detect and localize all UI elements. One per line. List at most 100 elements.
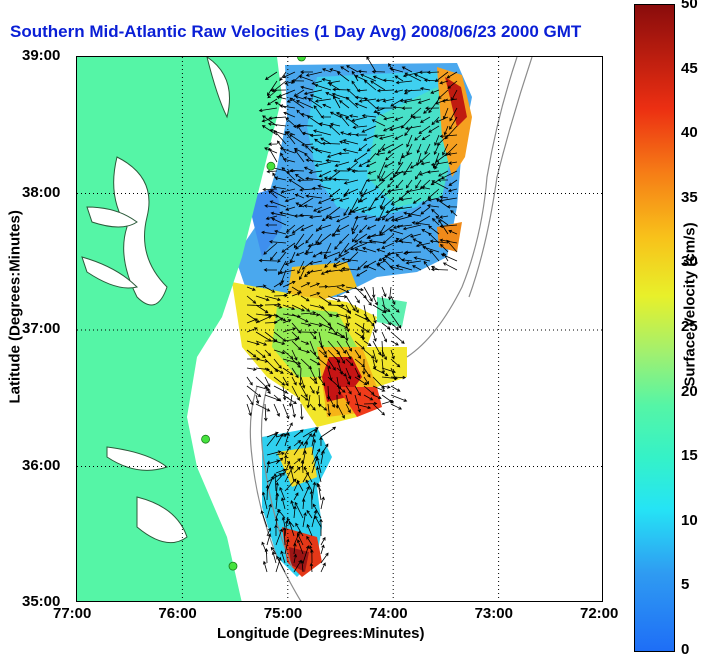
velocity-arrow [300, 330, 318, 335]
velocity-arrow [332, 87, 350, 92]
velocity-arrow [324, 260, 332, 268]
velocity-arrow [387, 179, 395, 188]
velocity-arrow [343, 206, 350, 217]
velocity-arrow [311, 509, 318, 528]
velocity-arrow [325, 92, 341, 100]
map-plot-area [76, 56, 603, 602]
velocity-arrow [428, 225, 440, 235]
velocity-arrow [300, 394, 309, 401]
velocity-arrow [322, 103, 332, 109]
velocity-arrow [375, 152, 386, 156]
colorbar-tick-label: 30 [681, 253, 698, 271]
velocity-arrow [394, 116, 404, 121]
velocity-arrow [282, 327, 297, 333]
velocity-arrow [431, 217, 440, 226]
y-tick-label: 39:00 [22, 47, 61, 64]
x-tick-label: 77:00 [53, 605, 92, 622]
velocity-arrow [361, 125, 377, 133]
velocity-arrow [299, 213, 314, 218]
radar-station-marker [297, 57, 306, 62]
velocity-arrow [368, 197, 377, 212]
velocity-arrow [329, 122, 341, 127]
velocity-arrow [376, 263, 386, 271]
velocity-arrow [293, 553, 298, 564]
velocity-arrow [269, 189, 287, 199]
velocity-arrow [311, 448, 321, 465]
velocity-arrow [332, 177, 350, 182]
velocity-arrow [389, 67, 404, 73]
velocity-arrow [345, 394, 350, 406]
velocity-arrow [446, 239, 458, 253]
velocity-arrow [329, 124, 341, 136]
velocity-arrow [410, 107, 422, 118]
velocity-arrow [266, 450, 282, 456]
velocity-arrow [306, 394, 311, 409]
velocity-arrow [382, 78, 395, 83]
velocity-arrow [268, 190, 278, 199]
colorbar-tick-label: 35 [681, 188, 698, 206]
velocity-arrow [282, 349, 294, 360]
velocity-arrow [311, 186, 323, 191]
velocity-arrow [381, 313, 392, 326]
velocity-arrow [269, 88, 287, 92]
velocity-arrow [309, 292, 321, 297]
velocity-arrow [417, 98, 431, 104]
velocity-arrow [296, 532, 304, 546]
velocity-arrow [309, 94, 323, 100]
velocity-arrow [246, 286, 256, 291]
velocity-arrow [246, 295, 257, 304]
velocity-arrow [436, 134, 449, 146]
velocity-arrow [360, 188, 377, 197]
velocity-arrow [381, 286, 387, 298]
velocity-arrow [375, 106, 395, 110]
velocity-arrow [326, 152, 341, 158]
velocity-arrow [306, 535, 313, 546]
velocity-arrow [363, 215, 377, 221]
velocity-arrow [275, 451, 285, 456]
velocity-arrow [316, 483, 322, 501]
velocity-arrow [301, 498, 306, 510]
y-tick-label: 38:00 [22, 183, 61, 201]
velocity-arrow [446, 71, 458, 79]
velocity-arrow [439, 243, 449, 253]
velocity-arrow [398, 152, 404, 166]
velocity-arrow [446, 205, 458, 209]
velocity-arrow [381, 399, 394, 405]
velocity-arrow [430, 89, 440, 94]
velocity-arrow [419, 116, 431, 123]
velocity-arrow [356, 88, 368, 93]
velocity-arrow [281, 167, 296, 181]
velocity-arrow [320, 426, 337, 438]
velocity-arrow [325, 158, 341, 163]
velocity-arrow [346, 65, 359, 73]
velocity-arrow [309, 331, 317, 340]
velocity-arrow [406, 143, 413, 156]
velocity-arrow [284, 131, 296, 145]
velocity-arrow [291, 367, 299, 379]
velocity-arrow [300, 385, 308, 398]
velocity-arrow [376, 248, 386, 253]
velocity-arrow [382, 125, 395, 132]
velocity-arrow [314, 98, 332, 103]
velocity-arrow [328, 82, 341, 91]
velocity-arrow [381, 143, 395, 151]
velocity-arrow [419, 86, 431, 91]
velocity-arrow [430, 267, 449, 272]
velocity-arrow [401, 258, 413, 262]
velocity-arrow [304, 144, 314, 154]
velocity-arrow [337, 151, 350, 156]
velocity-arrow [295, 100, 314, 109]
velocity-arrow [366, 57, 377, 73]
velocity-arrow [273, 376, 286, 386]
velocity-arrow [354, 215, 368, 220]
velocity-arrow [273, 340, 286, 345]
velocity-arrow [246, 349, 257, 358]
velocity-arrow [289, 134, 305, 145]
velocity-arrow [390, 295, 396, 305]
velocity-arrow [271, 551, 277, 564]
velocity-arrow [345, 385, 352, 395]
velocity-arrow [449, 107, 458, 122]
velocity-arrow [336, 376, 342, 396]
velocity-arrow [358, 161, 368, 167]
velocity-arrow [293, 233, 305, 249]
